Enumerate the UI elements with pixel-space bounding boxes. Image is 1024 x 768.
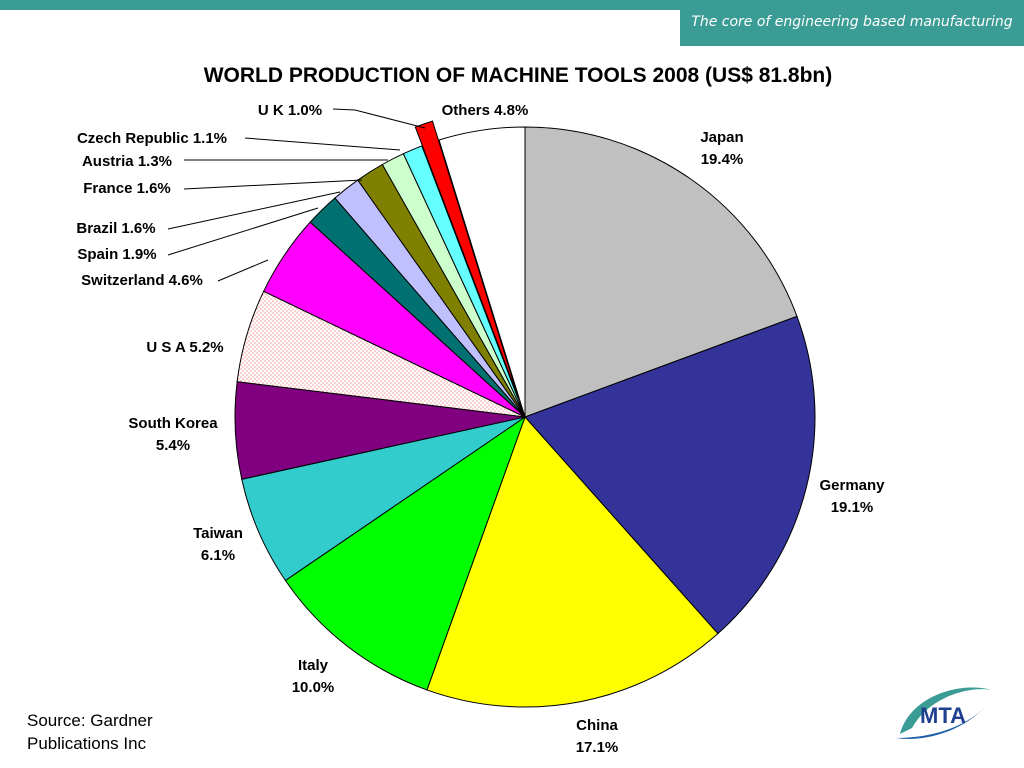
slice-label-italy: Italy 10.0%	[292, 657, 335, 696]
pie-slice-italy	[284, 415, 526, 691]
pie-slice-u-k	[414, 120, 519, 399]
source-line-2: Publications Inc	[27, 734, 147, 753]
leader-line-czech-republic	[244, 137, 401, 151]
slice-label-brazil: Brazil 1.6%	[76, 220, 155, 237]
header-band	[0, 0, 1024, 10]
slice-label-u-s-a: U S A 5.2%	[146, 339, 223, 356]
pie-slice-germany	[524, 315, 816, 635]
source-line-1: Source: Gardner	[27, 711, 153, 730]
slice-label-south-korea: South Korea 5.4%	[128, 415, 218, 454]
leader-line-spain	[167, 207, 319, 256]
slice-label-switzerland: Switzerland 4.6%	[81, 272, 203, 289]
source-note: Source: Gardner Publications Inc	[27, 709, 227, 755]
slice-label-u-k: U K 1.0%	[258, 102, 322, 119]
pie-slice-czech-republic	[402, 145, 526, 418]
slice-label-austria: Austria 1.3%	[82, 153, 172, 170]
pie-slice-japan	[524, 126, 798, 418]
slice-label-others: Others 4.8%	[442, 102, 529, 119]
leader-line-u-k	[332, 108, 426, 129]
logo-text: MTA	[920, 703, 966, 728]
mta-logo: MTA	[896, 687, 992, 739]
leader-line-switzerland	[217, 259, 269, 282]
tagline: The core of engineering based manufactur…	[691, 14, 1013, 30]
leader-line-france	[183, 179, 363, 190]
pie-slice-china	[426, 416, 719, 708]
slice-label-germany: Germany 19.1%	[819, 477, 885, 516]
slice-label-spain: Spain 1.9%	[77, 246, 156, 263]
tagline-box: The core of engineering based manufactur…	[680, 0, 1024, 46]
leader-line-brazil	[167, 191, 341, 230]
slice-label-china: China 17.1%	[576, 717, 619, 756]
slice-label-taiwan: Taiwan 6.1%	[193, 525, 243, 564]
slice-label-france: France 1.6%	[83, 180, 171, 197]
slice-label-japan: Japan 19.4%	[700, 129, 743, 168]
slice-label-czech-republic: Czech Republic 1.1%	[77, 130, 227, 147]
pie-slice-others	[438, 126, 526, 418]
chart-title: WORLD PRODUCTION OF MACHINE TOOLS 2008 (…	[203, 64, 833, 87]
